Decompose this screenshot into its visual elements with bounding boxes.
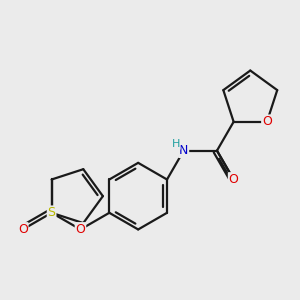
Text: H: H	[172, 139, 180, 149]
Text: O: O	[76, 223, 85, 236]
Text: O: O	[18, 223, 28, 236]
Text: S: S	[48, 206, 56, 219]
Text: N: N	[179, 144, 188, 157]
Text: O: O	[262, 115, 272, 128]
Text: O: O	[229, 173, 238, 186]
